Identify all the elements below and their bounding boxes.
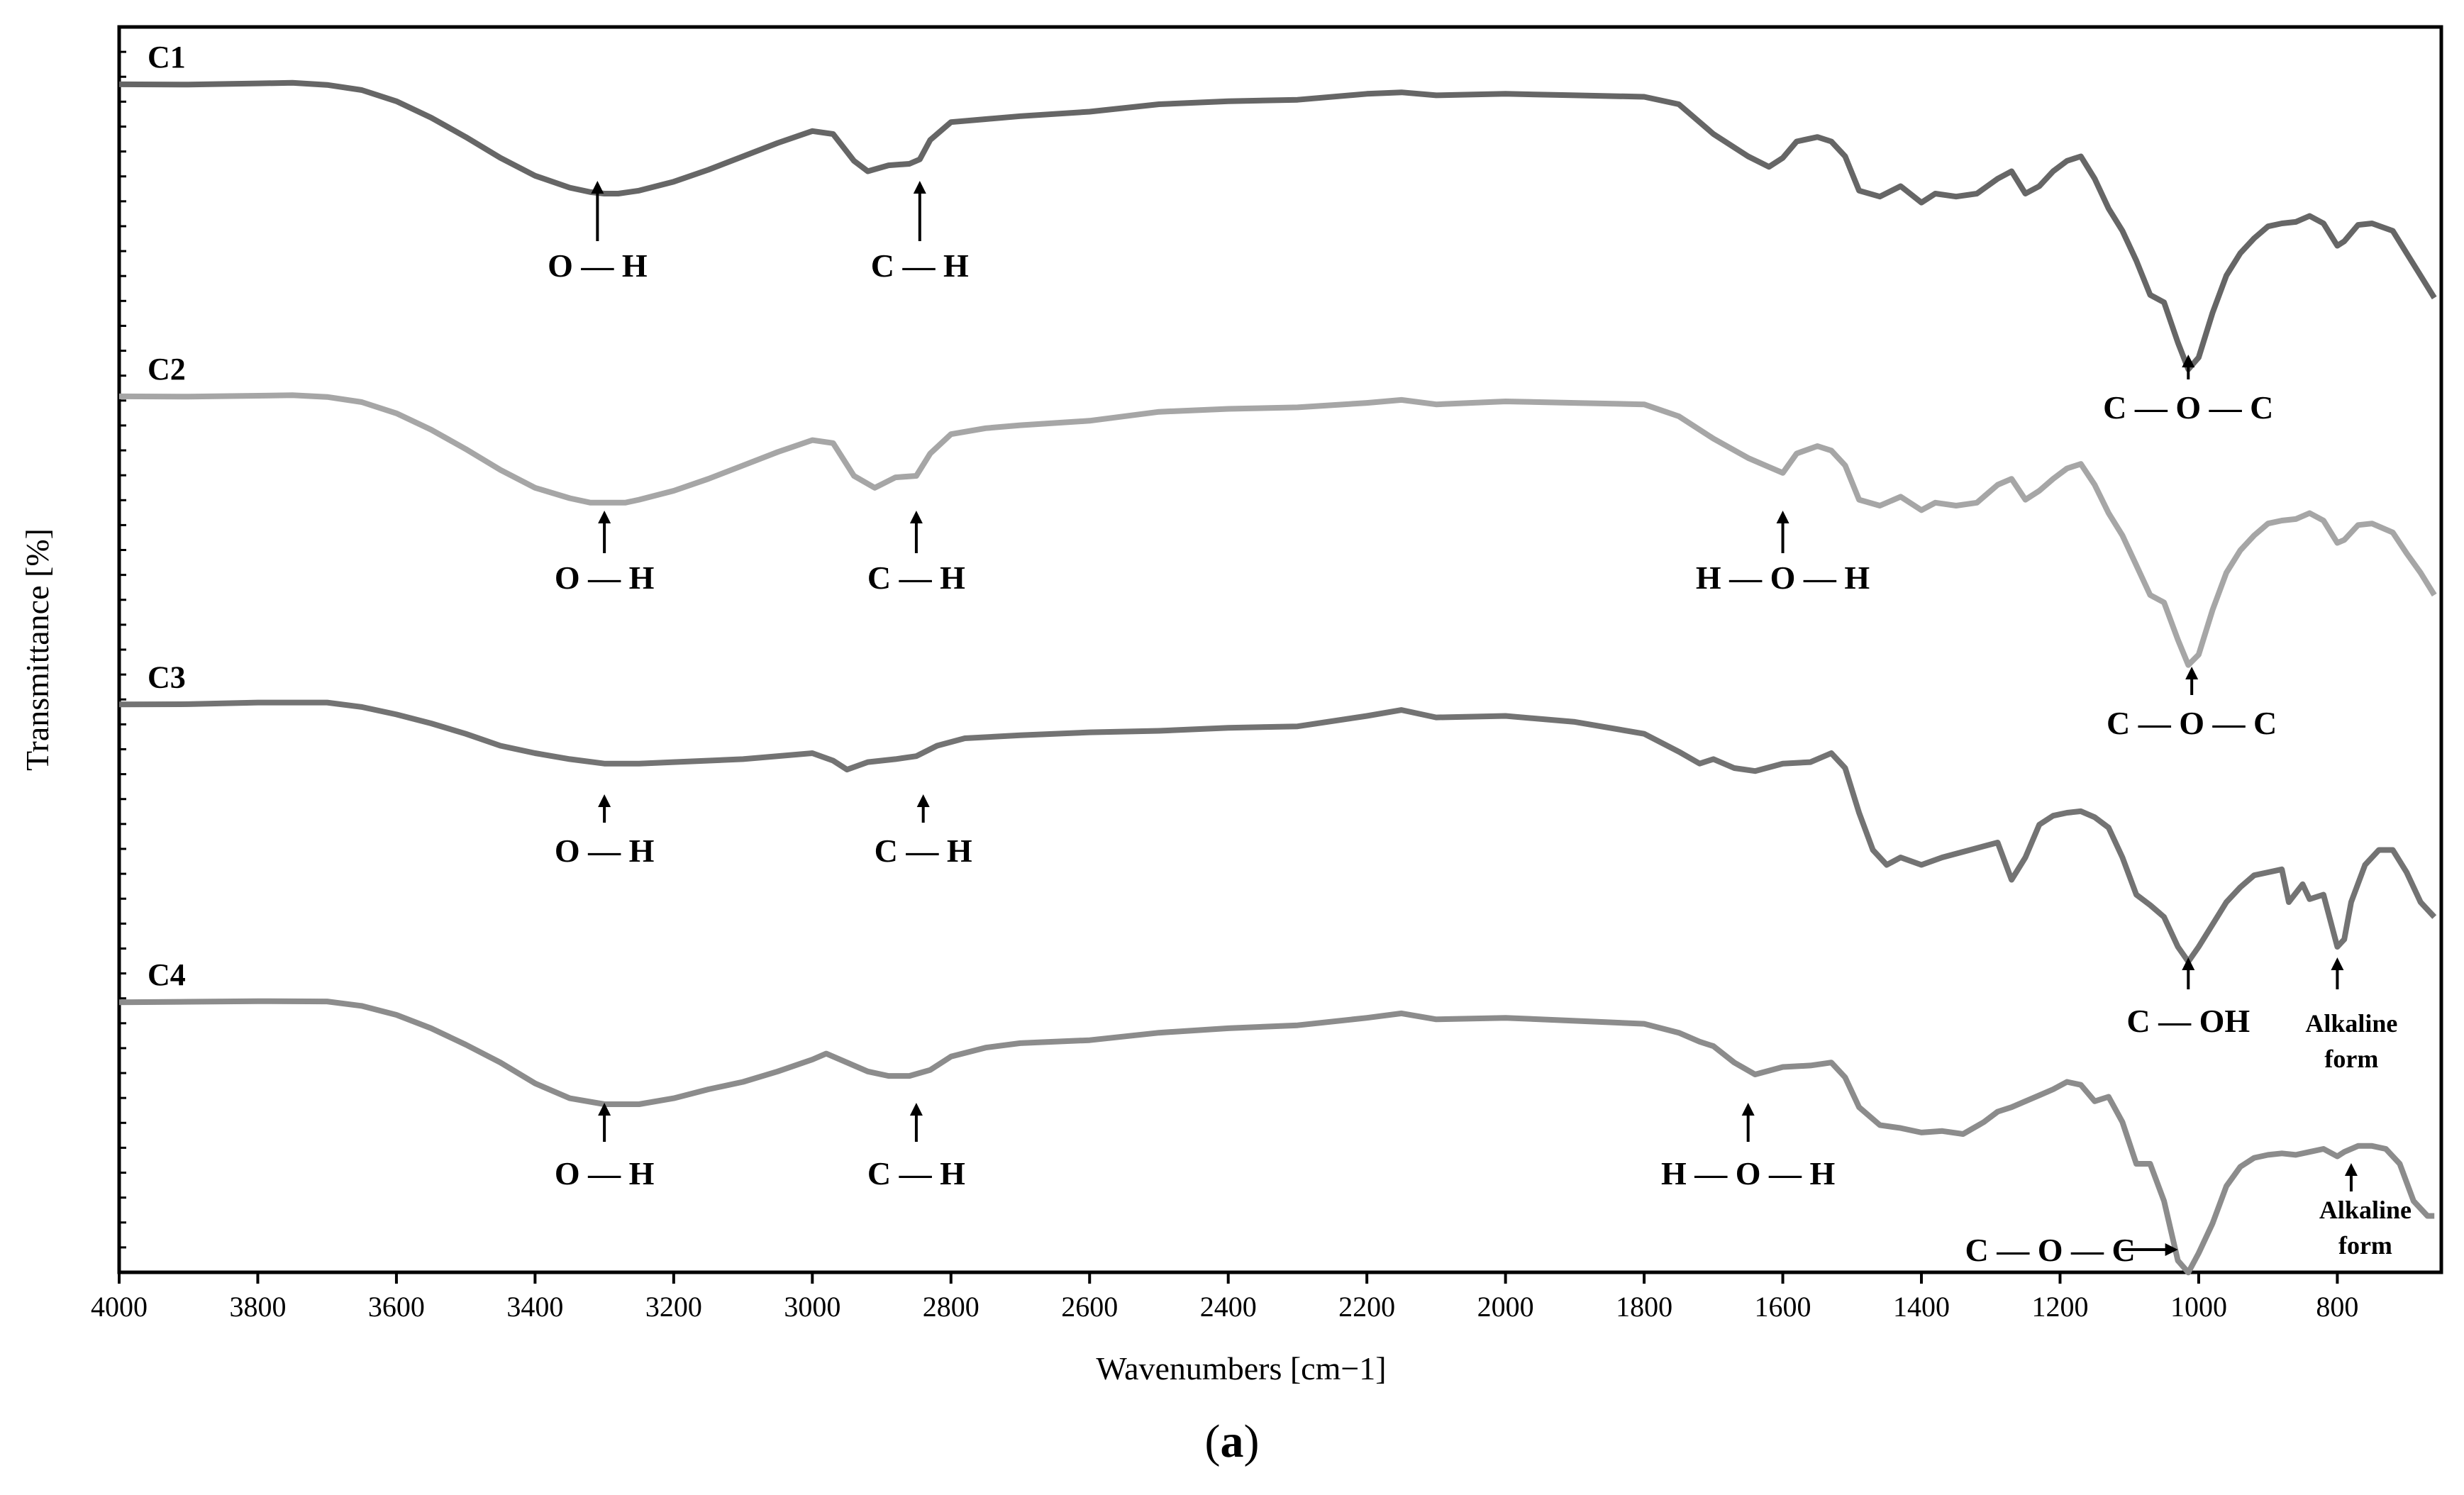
annotation-c2-6-label: C — O — C xyxy=(2107,705,2277,741)
series-label-c1: C1 xyxy=(148,40,186,74)
panel-label-open: ( xyxy=(1204,1416,1221,1467)
x-tick-label-1800: 1800 xyxy=(1616,1291,1672,1323)
x-tick-label-2600: 2600 xyxy=(1061,1291,1118,1323)
annotation-c4-15-label-line-1: form xyxy=(2338,1231,2392,1260)
series-line-c3 xyxy=(118,699,2437,965)
series-line-c4 xyxy=(118,998,2435,1276)
x-tick-label-3400: 3400 xyxy=(506,1291,563,1323)
x-tick-label-1200: 1200 xyxy=(2031,1291,2088,1323)
annotation-c2-3-label: O — H xyxy=(555,560,655,596)
y-axis-ticks xyxy=(119,26,126,1274)
series-name-layer: C1 C2 C3 C4 xyxy=(148,40,186,992)
x-tick-label-4000: 4000 xyxy=(91,1291,148,1323)
annotation-c4-15-label-line-0: Alkaline xyxy=(2319,1196,2412,1224)
annotation-c2-6-head xyxy=(2185,667,2199,679)
annotation-c3-10-label-line-0: Alkaline xyxy=(2305,1009,2397,1038)
y-axis-label: Transmittance [%] xyxy=(19,528,55,771)
annotation-c3-9-head xyxy=(2182,957,2195,970)
annotation-c3-8-label: C — H xyxy=(875,833,972,869)
panel-label-letter: a xyxy=(1220,1416,1244,1467)
annotation-c1-2-head xyxy=(2182,355,2195,367)
annotation-c4-15-head xyxy=(2344,1163,2358,1176)
annotation-c2-5-head xyxy=(1776,511,1789,523)
x-tick-label-3000: 3000 xyxy=(784,1291,840,1323)
x-tick-label-1400: 1400 xyxy=(1893,1291,1950,1323)
annotation-c2-4-label: C — H xyxy=(867,560,965,596)
x-tick-label-800: 800 xyxy=(2316,1291,2358,1323)
x-tick-label-2400: 2400 xyxy=(1200,1291,1257,1323)
annotation-c4-11-label: O — H xyxy=(555,1155,655,1191)
x-axis-ticks xyxy=(118,1272,2339,1284)
annotation-c4-14-head xyxy=(2165,1243,2178,1256)
annotation-c3-9-label: C — OH xyxy=(2126,1003,2250,1039)
x-tick-label-3600: 3600 xyxy=(368,1291,425,1323)
annotation-c4-11-head xyxy=(598,1103,611,1116)
annotation-c4-12-label: C — H xyxy=(867,1155,965,1191)
series-layer xyxy=(118,79,2437,1276)
series-label-c2: C2 xyxy=(148,352,186,387)
annotation-c1-0-head xyxy=(591,181,604,194)
annotation-c1-1-head xyxy=(913,181,926,194)
series-line-c1 xyxy=(118,79,2437,372)
annotation-c1-2-label: C — O — C xyxy=(2103,389,2273,426)
annotation-c2-3-head xyxy=(598,511,611,523)
annotation-c4-13-head xyxy=(1741,1103,1755,1116)
x-tick-label-2800: 2800 xyxy=(923,1291,980,1323)
annotation-c3-10-head xyxy=(2331,957,2344,970)
annotation-c1-1-label: C — H xyxy=(871,248,969,284)
annotation-c4-12-head xyxy=(909,1103,923,1116)
annotation-c3-10-label-line-1: form xyxy=(2324,1045,2378,1073)
panel-label: (a) xyxy=(0,1415,2464,1469)
x-tick-label-2000: 2000 xyxy=(1477,1291,1534,1323)
x-axis-tick-labels: 4000 3800 3600 3400 3200 3000 2800 2600 2400 2200… xyxy=(91,1291,2358,1323)
panel-label-close: ) xyxy=(1243,1416,1260,1467)
x-tick-label-2200: 2200 xyxy=(1338,1291,1395,1323)
annotation-c2-4-head xyxy=(909,511,923,523)
x-tick-label-3200: 3200 xyxy=(645,1291,702,1323)
x-tick-label-1600: 1600 xyxy=(1755,1291,1811,1323)
annotation-c4-13-label: H — O — H xyxy=(1661,1155,1836,1191)
series-label-c3: C3 xyxy=(148,660,186,694)
series-label-c4: C4 xyxy=(148,957,186,992)
annotation-c3-7-head xyxy=(598,794,611,807)
annotation-layer: O — H C — H C — O — C O — H C — H H — O — H C … xyxy=(548,181,2412,1268)
series-line-c2 xyxy=(118,392,2437,668)
x-axis-label: Wavenumbers [cm−1] xyxy=(1096,1350,1386,1386)
annotation-c1-0-label: O — H xyxy=(548,248,648,284)
annotation-c2-5-label: H — O — H xyxy=(1696,560,1870,596)
annotation-c4-14-label: C — O — C xyxy=(1965,1232,2136,1268)
plot-frame xyxy=(117,25,2443,1274)
annotation-c3-7-label: O — H xyxy=(555,833,655,869)
x-tick-label-1000: 1000 xyxy=(2170,1291,2227,1323)
annotation-c3-8-head xyxy=(916,794,930,807)
x-tick-label-3800: 3800 xyxy=(229,1291,286,1323)
